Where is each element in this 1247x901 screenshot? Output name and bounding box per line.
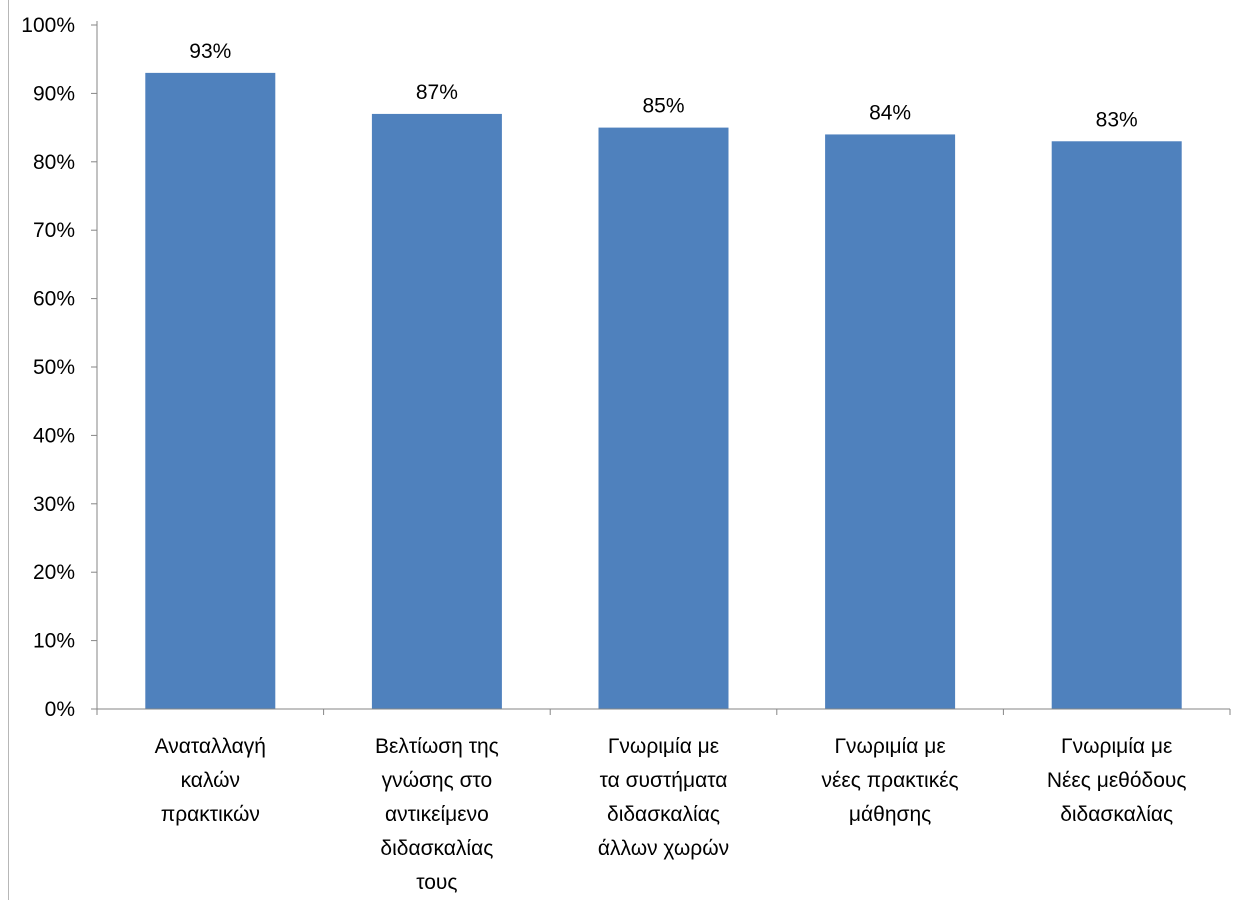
y-tick-label: 10% [33, 630, 75, 653]
y-tick-label: 90% [33, 82, 75, 105]
x-category-label: Νέες μεθόδους [1047, 769, 1187, 792]
x-category-label: αντικείμενο [385, 803, 489, 826]
x-axis: Αναταλλαγή καλών πρακτικών Βελτίωση της γνώσ… [96, 708, 1231, 894]
bar [145, 72, 276, 709]
y-tick-label: 70% [33, 219, 75, 242]
x-category-label: νέες πρακτικές [821, 769, 958, 792]
y-tick-label: 0% [45, 698, 75, 721]
bar [825, 134, 956, 709]
y-tick-label: 50% [33, 356, 75, 379]
x-category-label: Αναταλλαγή [155, 735, 266, 758]
x-category-label: διδασκαλίας [1060, 803, 1173, 826]
y-tick-label: 100% [21, 14, 75, 37]
x-category-label: άλλων χωρών [598, 837, 729, 860]
data-label: 93% [189, 40, 231, 63]
x-category-label: γνώσης στο [382, 769, 493, 792]
bar [598, 127, 729, 710]
bar [1051, 141, 1182, 709]
x-category-label: Γνωριμία με [834, 735, 945, 758]
x-category-label: καλών [181, 769, 240, 792]
data-label: 85% [642, 95, 684, 118]
data-label: 83% [1096, 108, 1138, 131]
x-category-label: μάθησης [849, 803, 931, 826]
x-category-label: Βελτίωση της [375, 735, 499, 758]
y-axis: 0% 10% 20% 30% 40% 50% 60% 70% 80% 90% 100% [21, 14, 98, 721]
data-label: 84% [869, 101, 911, 124]
chart-frame [8, 0, 1246, 900]
x-category-label: διδασκαλίας [607, 803, 720, 826]
y-tick-label: 60% [33, 288, 75, 311]
x-category-label: διδασκαλίας [380, 837, 493, 860]
data-label: 87% [416, 81, 458, 104]
x-category-label: τους [416, 871, 457, 894]
x-category-label: πρακτικών [161, 803, 260, 826]
x-category-label: τα συστήματα [600, 769, 728, 792]
x-category-label: Γνωριμία με [608, 735, 719, 758]
y-tick-label: 20% [33, 561, 75, 584]
y-tick-label: 30% [33, 493, 75, 516]
bars: 93% 87% 85% 84% 83% [145, 40, 1182, 710]
y-tick-label: 40% [33, 424, 75, 447]
y-tick-label: 80% [33, 151, 75, 174]
x-category-label: Γνωριμία με [1061, 735, 1172, 758]
bar [371, 113, 502, 710]
